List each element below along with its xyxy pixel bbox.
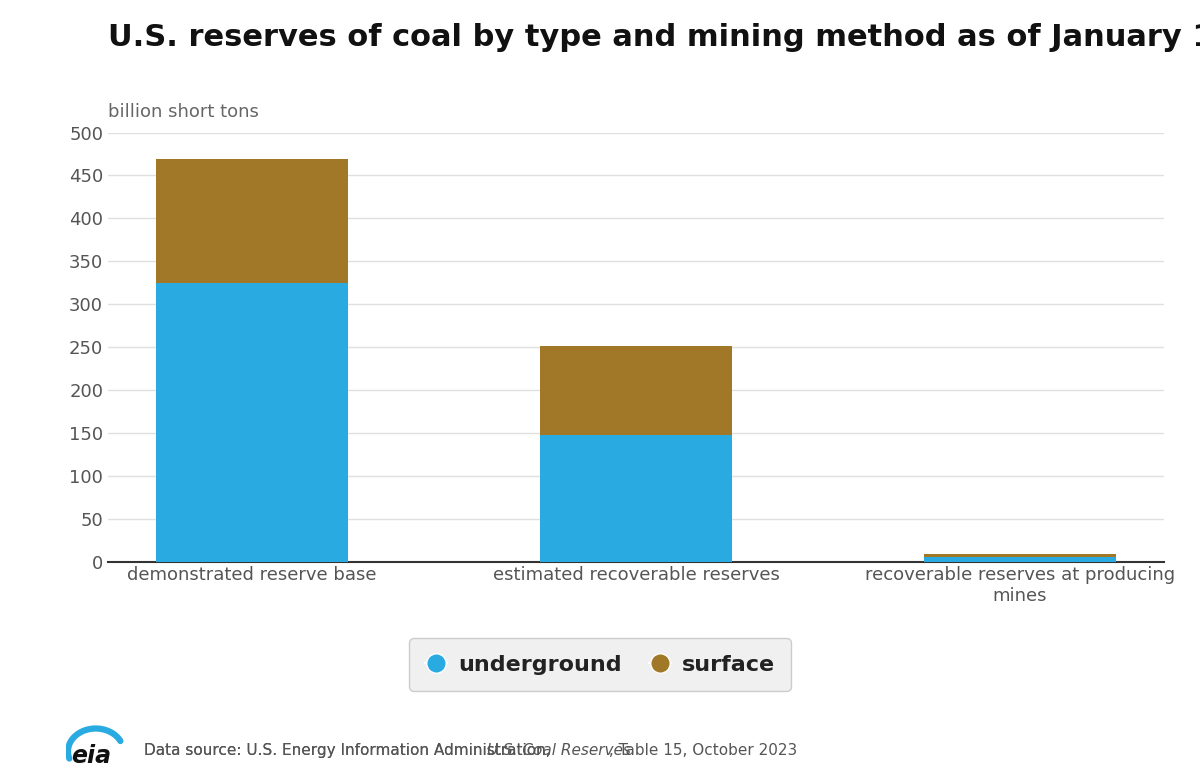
Bar xyxy=(156,282,348,562)
Bar xyxy=(540,346,732,435)
Bar xyxy=(924,557,1116,562)
Text: Data source: U.S. Energy Information Administration,: Data source: U.S. Energy Information Adm… xyxy=(144,743,556,758)
Text: billion short tons: billion short tons xyxy=(108,103,259,121)
Bar xyxy=(540,435,732,562)
Text: U.S. reserves of coal by type and mining method as of January 1, 2023: U.S. reserves of coal by type and mining… xyxy=(108,23,1200,52)
Bar xyxy=(156,159,348,282)
Text: eia: eia xyxy=(71,744,112,768)
Legend: underground, surface: underground, surface xyxy=(409,638,791,691)
Bar xyxy=(924,554,1116,557)
Text: , Table 15, October 2023: , Table 15, October 2023 xyxy=(604,743,797,758)
Text: Data source: U.S. Energy Information Administration,: Data source: U.S. Energy Information Adm… xyxy=(144,743,556,758)
Text: U.S. Coal Reserves: U.S. Coal Reserves xyxy=(487,743,631,758)
